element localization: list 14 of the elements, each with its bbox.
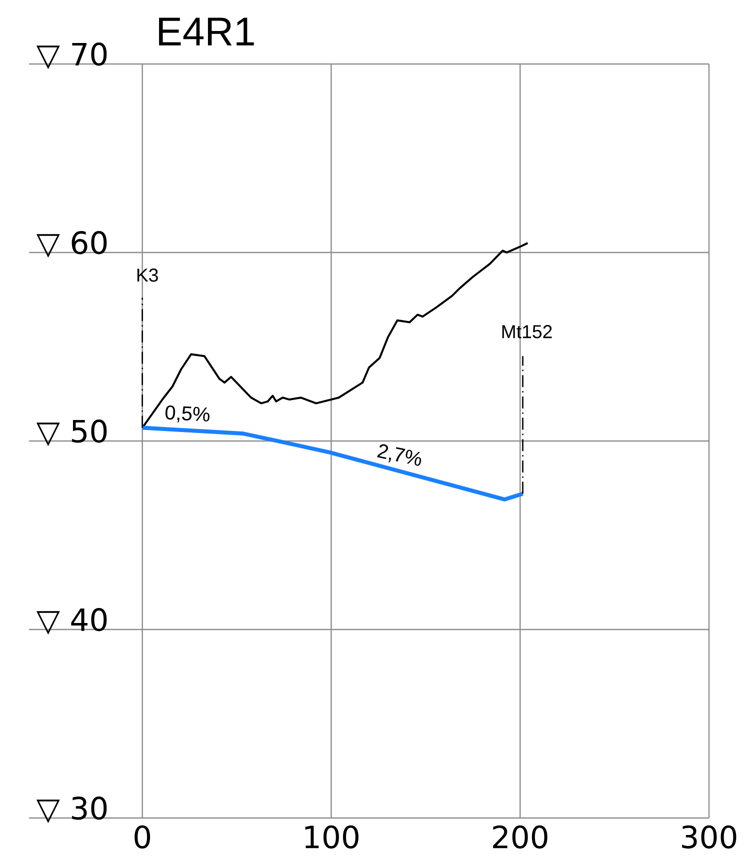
x-tick-label: 200 [493, 825, 548, 849]
y-tick-label: ▽ 40 [36, 608, 107, 635]
y-tick-label: ▽ 60 [36, 231, 107, 258]
annotation: Mt152 [502, 325, 552, 338]
y-tick-label: ▽ 30 [36, 796, 107, 824]
y-tick-label: ▽ 50 [36, 420, 107, 446]
x-tick-label: 100 [305, 825, 358, 849]
annotation: 0,5% [165, 405, 210, 422]
chart-title: E4R1 [159, 18, 254, 46]
x-tick-label: 0 [134, 825, 150, 849]
y-tick-label: ▽ 70 [36, 42, 107, 70]
annotation: K3 [137, 268, 158, 282]
annotation: 2,7% [377, 444, 422, 466]
x-tick-label: 300 [682, 825, 736, 849]
